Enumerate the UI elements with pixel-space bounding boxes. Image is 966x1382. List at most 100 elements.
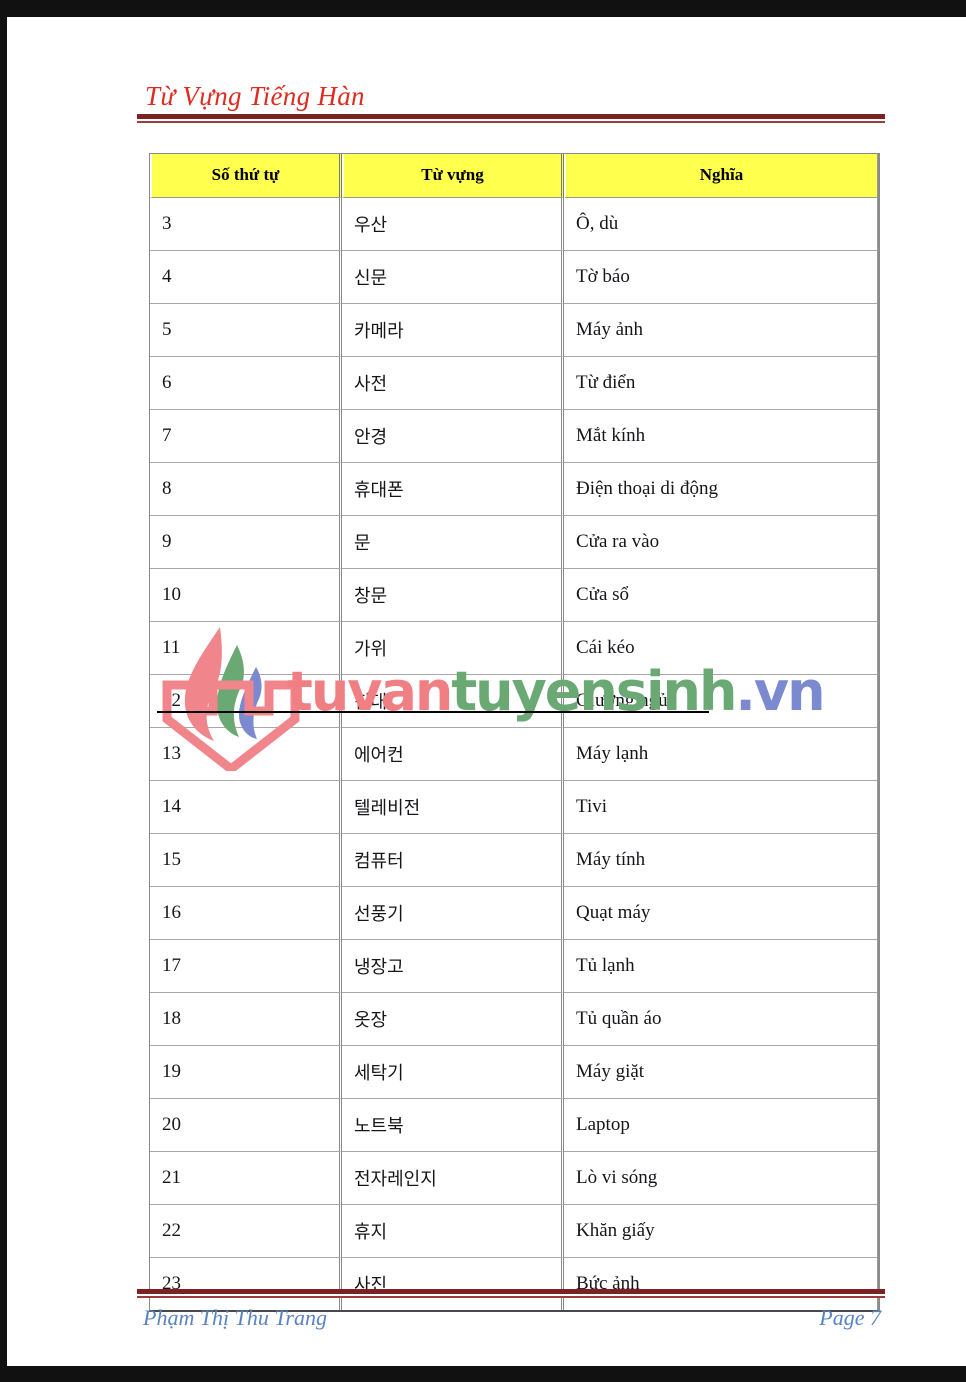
cell-meaning: Khăn giấy: [564, 1205, 878, 1258]
cell-index: 9: [150, 516, 342, 569]
table-row: 5 카메라 Máy ảnh: [150, 304, 878, 357]
cell-meaning: Tờ báo: [564, 251, 878, 304]
table-row: 22 휴지 Khăn giấy: [150, 1205, 878, 1258]
cell-index: 21: [150, 1152, 342, 1205]
table-row: 14 텔레비전 Tivi: [150, 781, 878, 834]
cell-vocabulary: 휴지: [342, 1205, 564, 1258]
footer-rule-thin: [137, 1296, 885, 1298]
table-row: 7 안경 Mắt kính: [150, 410, 878, 463]
cell-index: 15: [150, 834, 342, 887]
table-row: 15 컴퓨터 Máy tính: [150, 834, 878, 887]
table-header-row: Số thứ tự Từ vựng Nghĩa: [150, 154, 878, 198]
cell-vocabulary: 가위: [342, 622, 564, 675]
table-row: 19 세탁기 Máy giặt: [150, 1046, 878, 1099]
cell-meaning: Cửa ra vào: [564, 516, 878, 569]
cell-meaning: Bức ảnh: [564, 1258, 878, 1310]
cell-meaning: Tủ quần áo: [564, 993, 878, 1046]
cell-meaning: Từ điển: [564, 357, 878, 410]
cell-vocabulary: 우산: [342, 198, 564, 251]
cell-meaning: Cửa sổ: [564, 569, 878, 622]
table-row: 9 문 Cửa ra vào: [150, 516, 878, 569]
table-row: 4 신문 Tờ báo: [150, 251, 878, 304]
cell-vocabulary: 전자레인지: [342, 1152, 564, 1205]
cell-vocabulary: 안경: [342, 410, 564, 463]
cell-meaning: Quạt máy: [564, 887, 878, 940]
page-title: Từ Vựng Tiếng Hàn: [145, 81, 365, 111]
cell-index: 20: [150, 1099, 342, 1152]
cell-vocabulary: 휴대폰: [342, 463, 564, 516]
cell-index: 10: [150, 569, 342, 622]
footer-author: Phạm Thị Thu Trang: [143, 1305, 327, 1330]
cell-vocabulary: 문: [342, 516, 564, 569]
cell-vocabulary: 신문: [342, 251, 564, 304]
cell-vocabulary: 카메라: [342, 304, 564, 357]
footer-rule-thick: [137, 1289, 885, 1294]
table-row: 13 에어컨 Máy lạnh: [150, 728, 878, 781]
footer-page-number: Page 7: [819, 1305, 881, 1330]
table-row: 10 창문 Cửa sổ: [150, 569, 878, 622]
cell-index: 3: [150, 198, 342, 251]
cell-index: 8: [150, 463, 342, 516]
column-header-index: Số thứ tự: [150, 154, 342, 198]
cell-vocabulary: 사전: [342, 357, 564, 410]
cell-meaning: Tủ lạnh: [564, 940, 878, 993]
cell-meaning: Mắt kính: [564, 410, 878, 463]
cell-index: 16: [150, 887, 342, 940]
cell-index: 4: [150, 251, 342, 304]
cell-meaning: Lò vi sóng: [564, 1152, 878, 1205]
header-rule-thin: [137, 121, 885, 123]
header-divider-rule: [137, 114, 885, 123]
cell-vocabulary: 노트북: [342, 1099, 564, 1152]
cell-vocabulary: 컴퓨터: [342, 834, 564, 887]
header-rule-thick: [137, 114, 885, 119]
cell-index: 12: [150, 675, 342, 728]
cell-meaning: Máy tính: [564, 834, 878, 887]
cell-meaning: Cái kéo: [564, 622, 878, 675]
table-row: 11 가위 Cái kéo: [150, 622, 878, 675]
vocabulary-table-body: 3 우산 Ô, dù 4 신문 Tờ báo 5 카메라 Máy ảnh 6 사전 Từ điển 7 안…: [150, 198, 878, 1310]
cell-vocabulary: 창문: [342, 569, 564, 622]
column-header-meaning: Nghĩa: [564, 154, 878, 198]
document-footer: Phạm Thị Thu Trang Page 7: [137, 1289, 885, 1331]
cell-index: 19: [150, 1046, 342, 1099]
table-row: 16 선풍기 Quạt máy: [150, 887, 878, 940]
cell-meaning: Máy giặt: [564, 1046, 878, 1099]
cell-index: 17: [150, 940, 342, 993]
table-row: 20 노트북 Laptop: [150, 1099, 878, 1152]
table-row: 21 전자레인지 Lò vi sóng: [150, 1152, 878, 1205]
document-page-sheet: Từ Vựng Tiếng Hàn Số thứ tự Từ vựng: [7, 17, 966, 1366]
cell-index: 18: [150, 993, 342, 1046]
cell-meaning: Tivi: [564, 781, 878, 834]
table-row: 17 냉장고 Tủ lạnh: [150, 940, 878, 993]
table-row: 18 옷장 Tủ quần áo: [150, 993, 878, 1046]
cell-meaning: Laptop: [564, 1099, 878, 1152]
table-row: 12 침대 Giường ngủ: [150, 675, 878, 728]
cell-index: 6: [150, 357, 342, 410]
cell-index: 14: [150, 781, 342, 834]
footer-rule-gap: [137, 1294, 885, 1296]
footer-row: Phạm Thị Thu Trang Page 7: [137, 1298, 885, 1331]
table-row: 6 사전 Từ điển: [150, 357, 878, 410]
cell-index: 13: [150, 728, 342, 781]
cell-index: 11: [150, 622, 342, 675]
vocabulary-table-container: Số thứ tự Từ vựng Nghĩa 3 우산 Ô, dù 4 신문 Tờ bá…: [149, 153, 880, 1312]
cell-vocabulary: 침대: [342, 675, 564, 728]
header-rule-gap: [137, 119, 885, 121]
cell-index: 22: [150, 1205, 342, 1258]
cell-vocabulary: 선풍기: [342, 887, 564, 940]
column-header-vocabulary: Từ vựng: [342, 154, 564, 198]
vocabulary-table: Số thứ tự Từ vựng Nghĩa 3 우산 Ô, dù 4 신문 Tờ bá…: [149, 153, 880, 1312]
cell-vocabulary: 냉장고: [342, 940, 564, 993]
cell-vocabulary: 텔레비전: [342, 781, 564, 834]
table-row: 8 휴대폰 Điện thoại di động: [150, 463, 878, 516]
cell-index: 7: [150, 410, 342, 463]
cell-index: 5: [150, 304, 342, 357]
footer-divider-rule: [137, 1289, 885, 1298]
cell-meaning: Điện thoại di động: [564, 463, 878, 516]
cell-index: 23: [150, 1258, 342, 1310]
cell-vocabulary: 옷장: [342, 993, 564, 1046]
cell-meaning: Máy ảnh: [564, 304, 878, 357]
document-header: Từ Vựng Tiếng Hàn: [137, 80, 885, 123]
cell-meaning: Giường ngủ: [564, 675, 878, 728]
